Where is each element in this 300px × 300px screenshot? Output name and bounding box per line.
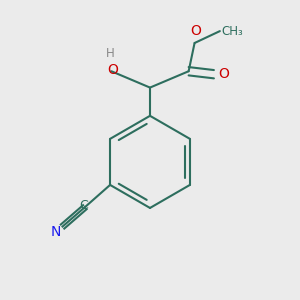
Text: CH₃: CH₃ [221,25,243,38]
Text: O: O [218,67,229,81]
Text: O: O [108,63,118,77]
Text: O: O [190,24,202,38]
Text: H: H [106,47,114,60]
Text: C: C [79,199,88,212]
Text: N: N [51,225,61,239]
